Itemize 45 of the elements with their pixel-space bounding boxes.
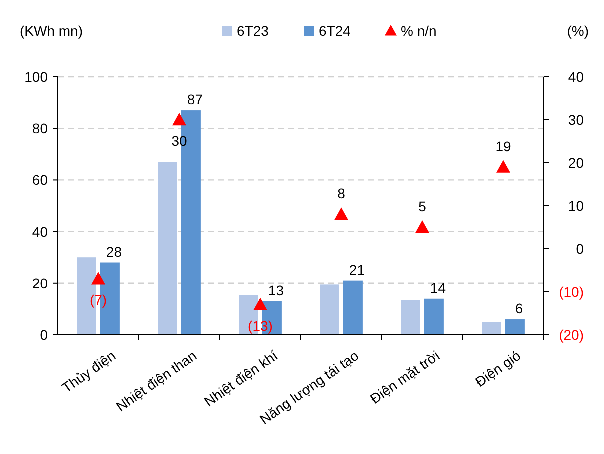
data-label: 8 [338,186,346,202]
y2-tick-label: (10) [559,284,584,300]
point [334,208,348,220]
y2-tick-label: 40 [568,69,584,85]
data-label: 21 [349,262,366,278]
y-tick-label: 100 [24,69,48,85]
data-label: 5 [418,198,427,214]
y-tick-label: 0 [40,327,48,343]
y2-tick-label: 20 [568,155,584,171]
data-label: 14 [430,280,446,296]
point [416,220,430,234]
bar [506,320,525,335]
y-tick-label: 20 [32,275,48,292]
data-label: 28 [106,244,122,260]
y2-tick-label: 10 [568,198,584,214]
bar [424,298,444,335]
data-label: 19 [496,138,512,154]
point [92,272,106,285]
bar [401,300,420,335]
y2-tick-label: (20) [559,327,584,343]
data-label: (13) [248,318,273,334]
data-label: (7) [90,292,108,308]
data-label: 6 [515,300,524,317]
y2-axis-title: (%) [567,23,589,39]
x-tick-label: Thủy điện [59,348,119,396]
x-tick-label: Điện gió [472,347,524,390]
bar [344,280,363,335]
y2-tick-label: 30 [568,112,584,128]
bar [320,284,340,335]
legend-label: 6T24 [319,23,352,39]
y-axis-title: (KWh mn) [20,23,83,39]
point [172,113,186,126]
y2-tick-label: 0 [576,241,584,257]
x-tick-label: Điện mặt trời [367,348,443,407]
y-tick-label: 40 [32,224,48,240]
data-label: 87 [187,92,204,108]
data-label: 13 [268,282,284,298]
bar [482,322,502,335]
bar [158,162,178,335]
point [254,298,268,310]
point [496,160,510,173]
legend-label: 6T23 [237,23,270,39]
legend-label: % n/n [401,23,437,39]
y-tick-label: 60 [32,172,48,188]
y-tick-label: 80 [32,120,48,137]
